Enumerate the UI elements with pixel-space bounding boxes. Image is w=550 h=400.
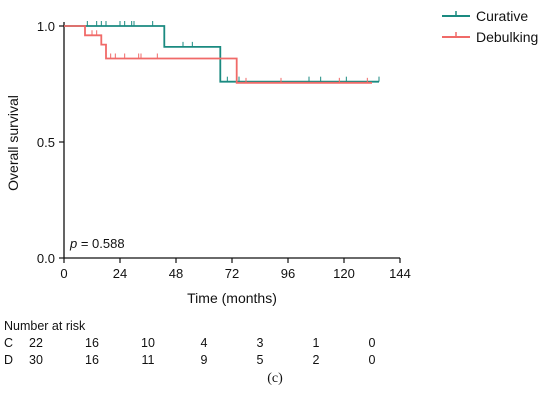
risk-row-label: D	[4, 353, 13, 367]
risk-row-label: C	[4, 336, 13, 350]
x-tick-label: 72	[225, 266, 239, 281]
x-tick-label: 0	[60, 266, 67, 281]
panel-label: (c)	[267, 371, 283, 386]
p-value-text: = 0.588	[77, 236, 124, 251]
risk-value: 5	[257, 353, 264, 367]
x-tick-label: 96	[281, 266, 295, 281]
legend-item-debulking: Debulking	[442, 29, 538, 45]
risk-value: 16	[85, 336, 99, 350]
x-tick-label: 144	[389, 266, 411, 281]
y-tick-label: 1.0	[37, 19, 55, 34]
legend-label-curative: Curative	[476, 8, 528, 24]
x-axis-label: Time (months)	[187, 290, 277, 306]
risk-table: Number at risk C 22 16 10 4 3 1 0D 30 16 11 9 5 2 0	[4, 319, 376, 367]
risk-value: 0	[369, 353, 376, 367]
x-tick-label: 120	[333, 266, 355, 281]
series-line-curative	[64, 25, 379, 83]
y-tick-label: 0.0	[37, 251, 55, 266]
risk-value: 0	[369, 336, 376, 350]
x-tick-label: 24	[113, 266, 127, 281]
risk-value: 1	[313, 336, 320, 350]
risk-value: 16	[85, 353, 99, 367]
y-axis-label: Overall survival	[5, 95, 21, 191]
risk-value: 10	[141, 336, 155, 350]
risk-value: 11	[142, 353, 155, 367]
legend-label-debulking: Debulking	[476, 29, 538, 45]
risk-value: 4	[201, 336, 208, 350]
plot-axes: 0 24 48 72 96 120 144 0.0 0.5 1.0	[37, 19, 411, 281]
risk-value: 30	[29, 353, 43, 367]
p-value-prefix: p	[69, 236, 77, 251]
legend: Curative Debulking	[442, 8, 538, 45]
risk-value: 22	[29, 336, 43, 350]
survival-curves	[64, 25, 379, 84]
legend-item-curative: Curative	[442, 8, 528, 24]
p-value-annotation: p = 0.588	[69, 236, 125, 251]
censor-marks	[86, 21, 380, 83]
risk-value: 3	[257, 336, 264, 350]
x-tick-label: 48	[169, 266, 183, 281]
series-line-debulking	[64, 25, 372, 84]
risk-table-title: Number at risk	[4, 319, 86, 333]
y-tick-label: 0.5	[37, 135, 55, 150]
risk-value: 2	[313, 353, 320, 367]
risk-value: 9	[201, 353, 208, 367]
